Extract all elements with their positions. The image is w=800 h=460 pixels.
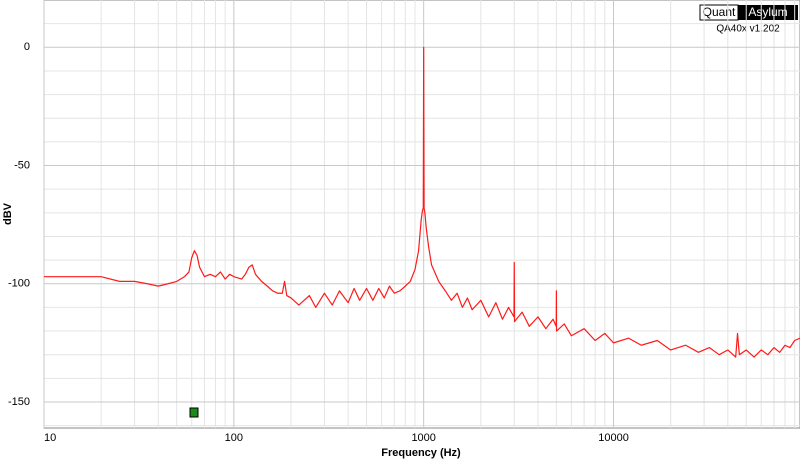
subtitle: QA40x v1.202 bbox=[716, 24, 780, 35]
x-tick-label: 10000 bbox=[598, 432, 629, 444]
y-tick-label: -50 bbox=[14, 159, 30, 171]
x-tick-label: 10 bbox=[44, 432, 56, 444]
y-tick-label: 0 bbox=[24, 41, 30, 53]
marker bbox=[189, 407, 199, 418]
y-tick-label: -150 bbox=[8, 396, 30, 408]
brand-right: Asylum bbox=[748, 5, 787, 19]
y-axis-label: dBV bbox=[2, 202, 14, 225]
x-axis-label: Frequency (Hz) bbox=[381, 447, 461, 459]
brand-box-right bbox=[738, 5, 798, 20]
brand-left: Quant bbox=[703, 5, 736, 19]
y-tick-label: -100 bbox=[8, 278, 30, 290]
x-tick-label: 1000 bbox=[411, 432, 435, 444]
x-tick-label: 100 bbox=[225, 432, 243, 444]
spectrum-line bbox=[44, 46, 800, 358]
